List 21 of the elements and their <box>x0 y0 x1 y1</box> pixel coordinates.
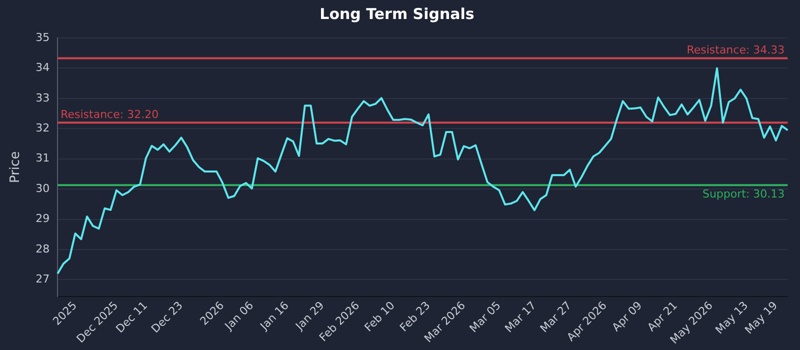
y-tick-label: 35 <box>36 30 50 44</box>
chart-title: Long Term Signals <box>320 4 474 23</box>
ref-line-label: Support: 30.13 <box>702 187 785 200</box>
ref-line-label: Resistance: 32.20 <box>60 108 159 121</box>
y-tick-label: 33 <box>36 91 50 104</box>
y-tick-label: 30 <box>36 182 50 195</box>
y-tick-label: 27 <box>36 272 50 286</box>
x-tick-label: Apr 09 <box>610 298 645 334</box>
y-tick-label: 28 <box>36 242 50 256</box>
x-tick-label: Jan 06 <box>222 298 256 334</box>
y-tick-label: 34 <box>36 61 50 74</box>
ref-line-label: Resistance: 34.33 <box>686 44 785 57</box>
y-tick-label: 29 <box>36 212 50 226</box>
x-tick-label: Feb 10 <box>362 298 398 334</box>
x-tick-label: Dec 23 <box>148 298 186 336</box>
x-tick-label: Mar 17 <box>502 298 539 336</box>
y-tick-label: 31 <box>36 152 50 165</box>
x-tick-label: Jan 16 <box>257 298 292 334</box>
y-axis-title: Price <box>8 151 24 184</box>
x-tick-label: Mar 05 <box>467 298 504 336</box>
y-tick-label: 32 <box>36 121 50 134</box>
